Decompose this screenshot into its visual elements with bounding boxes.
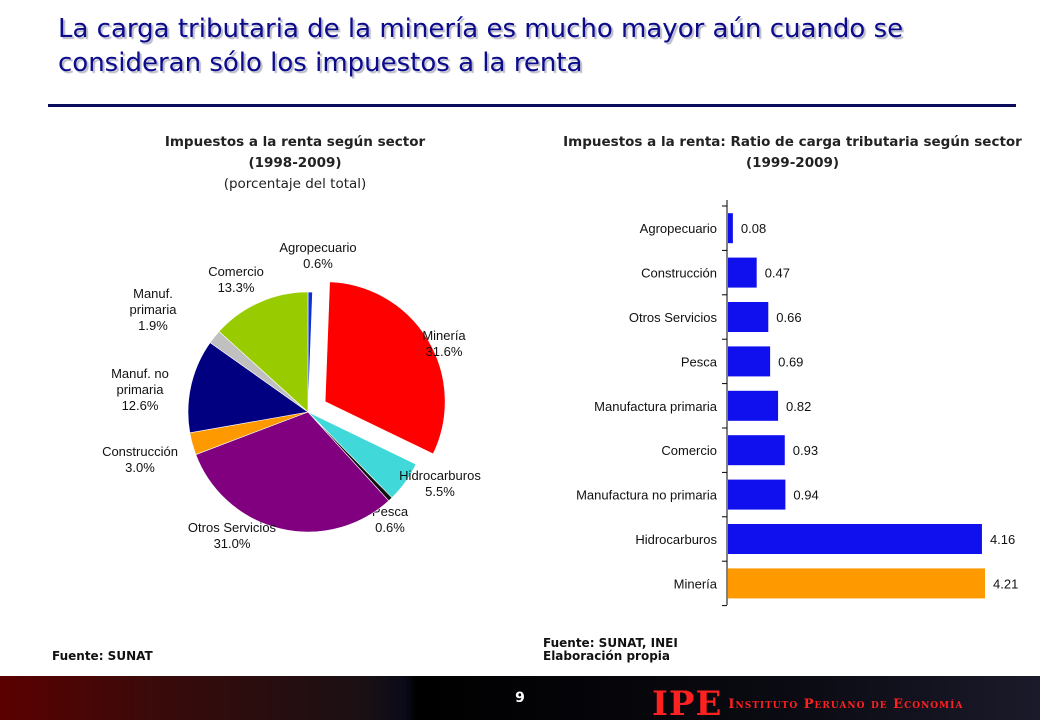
bar-chart: Agropecuario 0.08 Construcción 0.47 Otros Se… bbox=[576, 200, 1018, 607]
bar-category-label-otros-servicios: Otros Servicios bbox=[629, 310, 718, 325]
slide-title: La carga tributaria de la minería es muc… bbox=[58, 14, 904, 78]
bar-manufactura-primaria bbox=[728, 390, 779, 421]
bar-value-label-hidrocarburos: 4.16 bbox=[990, 532, 1015, 547]
page-number: 9 bbox=[515, 690, 525, 706]
bar-hidrocarburos bbox=[728, 524, 982, 554]
pie-slice-mineria bbox=[324, 281, 446, 455]
bar-value-label-comercio: 0.93 bbox=[793, 443, 818, 458]
bar-category-label-mineria: Minería bbox=[674, 576, 718, 591]
pie-slice-otros-servicios bbox=[195, 411, 390, 533]
bar-mineria bbox=[728, 568, 985, 599]
bar-pesca bbox=[728, 346, 771, 377]
bar-source-line2: Elaboración propia bbox=[543, 649, 671, 663]
bar-category-label-hidrocarburos: Hidrocarburos bbox=[635, 532, 717, 547]
pie-title-line2: (1998-2009) bbox=[248, 155, 342, 171]
bar-value-label-mineria: 4.21 bbox=[993, 576, 1018, 591]
bar-category-label-comercio: Comercio bbox=[661, 443, 717, 458]
bar-category-label-pesca: Pesca bbox=[681, 354, 718, 369]
ipe-logo: IPE Instituto Peruano de Economía bbox=[652, 684, 963, 724]
pie-slice-manuf-no-primaria bbox=[187, 342, 309, 434]
bar-manufactura-no-primaria bbox=[728, 479, 786, 510]
pie-chart-title: Impuestos a la renta según sector (1998-… bbox=[120, 132, 470, 195]
bar-chart-title: Impuestos a la renta: Ratio de carga tri… bbox=[545, 132, 1040, 174]
pie-label-manuf-no-primaria: Manuf. no primaria 12.6% bbox=[111, 366, 169, 413]
bar-value-label-manufactura-no-primaria: 0.94 bbox=[793, 488, 818, 503]
bar-value-label-pesca: 0.69 bbox=[778, 354, 803, 369]
pie-source: Fuente: SUNAT bbox=[52, 649, 153, 663]
bar-category-label-manufactura-no-primaria: Manufactura no primaria bbox=[576, 488, 718, 503]
bar-category-label-construccion: Construcción bbox=[641, 266, 717, 281]
pie-label-manuf-primaria: Manuf. primaria 1.9% bbox=[130, 286, 178, 333]
footer-bar bbox=[0, 676, 1040, 720]
bar-value-label-otros-servicios: 0.66 bbox=[776, 310, 801, 325]
bar-value-label-manufactura-primaria: 0.82 bbox=[786, 399, 811, 414]
bar-category-label-manufactura-primaria: Manufactura primaria bbox=[594, 399, 718, 414]
bar-construccion bbox=[728, 257, 757, 288]
bar-otros-servicios bbox=[728, 302, 769, 332]
pie-label-construccion: Construcción 3.0% bbox=[102, 444, 178, 475]
bar-source-line1: Fuente: SUNAT, INEI bbox=[543, 636, 678, 650]
pie-label-mineria: Minería 31.6% bbox=[422, 328, 466, 359]
bar-title: Impuestos a la renta: Ratio de carga tri… bbox=[563, 134, 1022, 171]
pie-label-hidrocarburos: Hidrocarburos 5.5% bbox=[399, 468, 481, 499]
logo-name: Instituto Peruano de Economía bbox=[728, 696, 964, 712]
bar-source: Fuente: SUNAT, INEI Elaboración propia bbox=[543, 637, 678, 663]
bar-agropecuario bbox=[728, 213, 733, 244]
logo-abbreviation: IPE bbox=[652, 684, 723, 724]
pie-title-line1: Impuestos a la renta según sector bbox=[164, 134, 426, 150]
bar-category-label-agropecuario: Agropecuario bbox=[640, 221, 717, 236]
pie-subtitle: (porcentaje del total) bbox=[223, 176, 367, 192]
pie-label-comercio: Comercio 13.3% bbox=[208, 264, 264, 295]
pie-chart: Agropecuario 0.6% Minería 31.6% Hidrocarburo… bbox=[102, 240, 481, 551]
pie-label-otros-servicios: Otros Servicios 31.0% bbox=[188, 520, 277, 551]
title-divider bbox=[48, 104, 1016, 107]
pie-slice-comercio bbox=[218, 291, 309, 413]
bar-value-label-construccion: 0.47 bbox=[765, 266, 790, 281]
pie-label-agropecuario: Agropecuario 0.6% bbox=[279, 240, 356, 271]
bar-comercio bbox=[728, 435, 785, 466]
pie-label-pesca: Pesca 0.6% bbox=[372, 504, 409, 535]
bar-value-label-agropecuario: 0.08 bbox=[741, 221, 766, 236]
